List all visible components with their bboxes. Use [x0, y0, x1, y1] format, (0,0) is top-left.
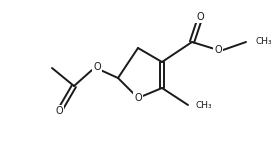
Text: CH₃: CH₃	[196, 100, 213, 110]
Text: O: O	[214, 45, 222, 55]
Text: O: O	[55, 106, 63, 116]
Text: CH₃: CH₃	[256, 37, 273, 46]
Text: O: O	[134, 93, 142, 103]
Text: O: O	[93, 62, 101, 72]
Text: O: O	[196, 12, 204, 22]
